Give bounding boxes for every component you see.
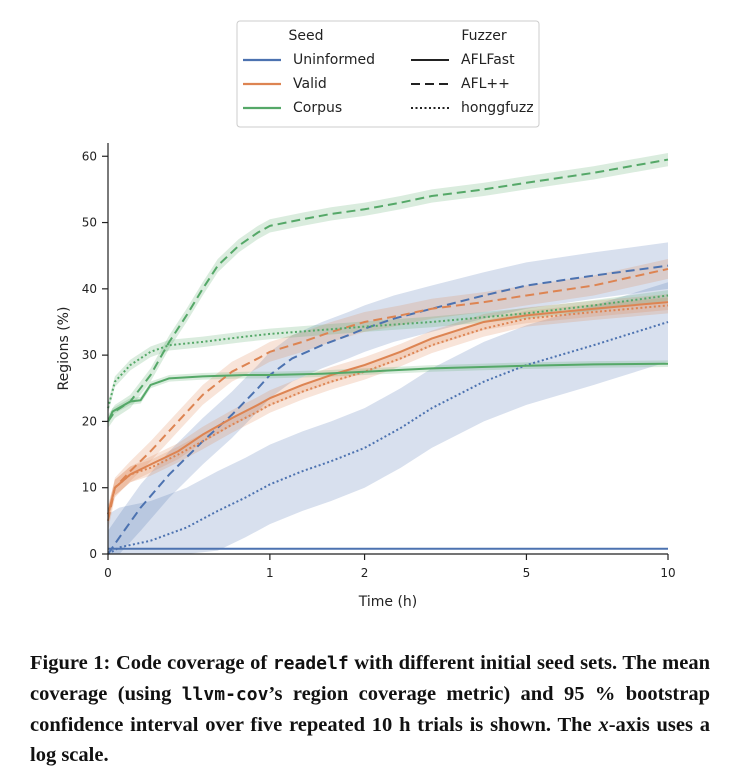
series-lines	[107, 158, 669, 555]
legend-label-aflpp: AFL++	[461, 76, 510, 92]
y-tick-label: 60	[82, 149, 97, 163]
confidence-bands	[108, 152, 668, 554]
legend-label-uninformed: Uninformed	[293, 52, 375, 68]
y-tick-label: 10	[82, 481, 97, 495]
line-uninformed-honggfuzz	[107, 321, 669, 555]
line-corpus-afl-	[107, 158, 669, 422]
line-valid-afl-	[107, 267, 669, 522]
line-valid-aflfast	[107, 301, 669, 515]
line-corpus-aflfast	[107, 362, 669, 422]
legend-label-honggfuzz: honggfuzz	[461, 100, 534, 116]
line-corpus-honggfuzz	[107, 294, 669, 409]
band-uninformed-honggfuzz	[108, 282, 668, 554]
legend-label-valid: Valid	[293, 76, 327, 92]
x-tick-label: 5	[523, 566, 531, 580]
y-tick-label: 50	[82, 216, 97, 230]
y-tick-label: 0	[89, 547, 97, 561]
x-tick-label: 0	[104, 566, 112, 580]
legend-label-corpus: Corpus	[293, 100, 342, 116]
line-valid-honggfuzz	[107, 304, 669, 515]
band-corpus-afl-	[108, 152, 668, 429]
caption-text-2: with different initial seed sets. The me…	[30, 652, 710, 705]
caption-text-3: ’s region coverage metric) and 95 % boot…	[30, 683, 711, 736]
figure-caption: Figure 1: Code coverage of readelf with …	[30, 648, 710, 770]
x-tick-label: 1	[266, 566, 274, 580]
legend-box	[236, 20, 540, 128]
caption-code-llvm-cov: llvm-cov	[181, 684, 269, 705]
caption-italic-x: x	[598, 714, 609, 736]
x-axis-label: Time (h)	[358, 594, 418, 610]
band-valid-afl-	[108, 259, 668, 531]
x-tick-label: 2	[361, 566, 369, 580]
caption-code-readelf: readelf	[272, 653, 349, 674]
y-axis-label: Regions (%)	[56, 307, 72, 391]
axes: 0 1 2 5 10 0 10 20 30 40 50 60 Time (h) Regions (%)	[56, 143, 676, 610]
legend: Seed Fuzzer Uninformed Valid Corpus AFLFast AF…	[236, 20, 540, 128]
band-corpus-aflfast	[108, 360, 668, 425]
legend-fuzzer-title: Fuzzer	[461, 28, 506, 44]
line-uninformed-afl-	[107, 264, 669, 555]
caption-text-4: -axis uses a log scale.	[30, 714, 710, 766]
coverage-chart: 0 1 2 5 10 0 10 20 30 40 50 60 Time (h) Regions (%) S…	[56, 20, 676, 610]
y-tick-label: 40	[82, 282, 97, 296]
legend-seed-title: Seed	[289, 28, 324, 44]
x-tick-label: 10	[660, 566, 675, 580]
legend-label-aflfast: AFLFast	[461, 52, 515, 68]
caption-text-1: Code coverage of	[110, 652, 273, 674]
caption-figure-label: Figure 1:	[30, 652, 111, 674]
y-tick-label: 30	[82, 348, 97, 362]
band-corpus-honggfuzz	[108, 290, 668, 414]
y-tick-label: 20	[82, 414, 97, 428]
